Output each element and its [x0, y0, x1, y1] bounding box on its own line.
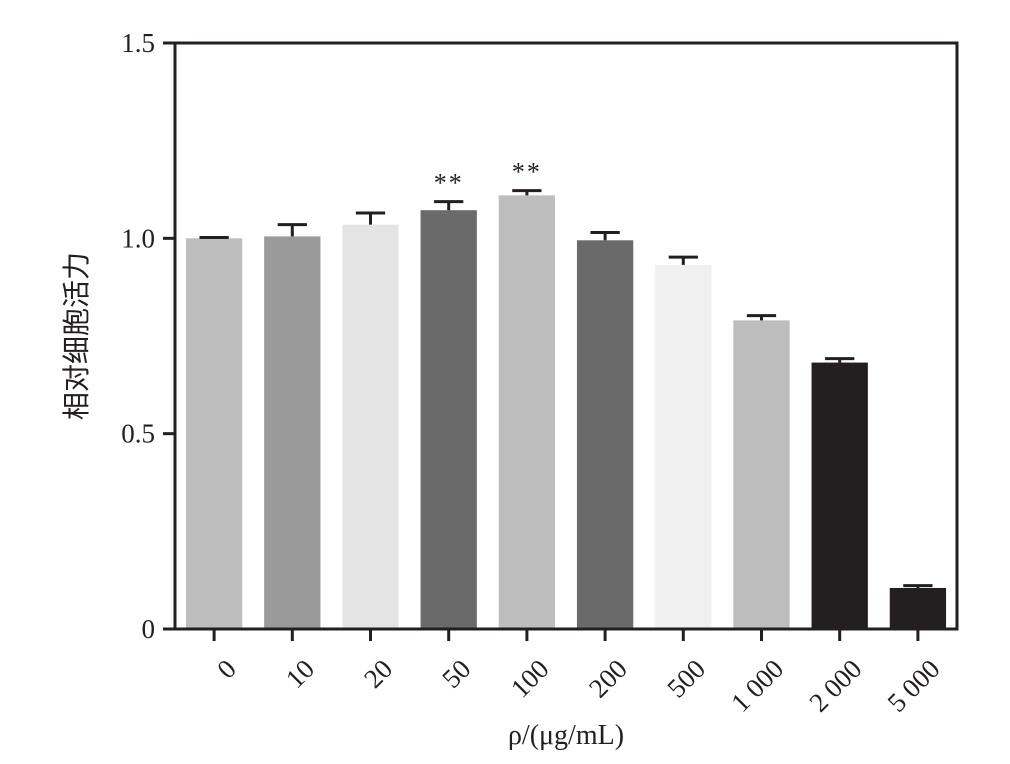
y-axis-ticks: 0 0.5 1.0 1.5	[121, 28, 175, 644]
error-bar	[668, 255, 698, 265]
x-tick-label: 0	[211, 654, 242, 685]
error-bar	[277, 223, 307, 237]
significance-label: **	[512, 158, 542, 187]
x-tick-label: 1 000	[725, 654, 789, 718]
bar	[576, 240, 634, 629]
error-bar	[746, 314, 777, 321]
x-tick-label: 20	[358, 654, 398, 694]
x-tick-label: 5 000	[882, 654, 946, 718]
x-tick-label: 50	[436, 654, 476, 694]
plot-frame	[173, 41, 959, 631]
y-tick-label: 1.0	[121, 223, 155, 253]
x-axis-title: ρ/(μg/mL)	[508, 720, 624, 751]
bar	[342, 224, 399, 629]
bar	[655, 264, 712, 629]
significance-labels: ** **	[434, 158, 542, 198]
error-bar	[825, 357, 855, 363]
bar	[185, 238, 243, 630]
error-bar	[434, 200, 464, 211]
bar	[733, 320, 790, 629]
error-bar	[199, 236, 229, 240]
bars	[185, 195, 947, 630]
x-tick-label: 10	[280, 654, 320, 694]
error-bar	[355, 211, 386, 225]
y-tick-label: 0.5	[121, 419, 155, 449]
x-tick-label: 500	[661, 654, 711, 704]
bar	[420, 210, 477, 630]
significance-label: **	[434, 169, 464, 198]
y-axis-title: 相对细胞活力	[61, 252, 93, 420]
error-bar	[590, 230, 620, 241]
bar	[889, 587, 947, 629]
axes	[173, 41, 959, 631]
x-axis-ticks: 0 10 20 50 100 200 500 1 000 2 000 5 000	[211, 629, 946, 718]
error-bar	[903, 584, 933, 588]
y-tick-label: 0	[142, 614, 156, 644]
bar	[498, 195, 556, 630]
y-tick-label: 1.5	[121, 28, 155, 58]
x-tick-label: 200	[583, 654, 633, 704]
bar	[811, 362, 868, 629]
error-bar	[512, 189, 542, 196]
x-tick-label: 2 000	[803, 654, 867, 718]
x-tick-label: 100	[505, 654, 555, 704]
error-bars	[199, 189, 933, 588]
bar	[264, 236, 321, 629]
